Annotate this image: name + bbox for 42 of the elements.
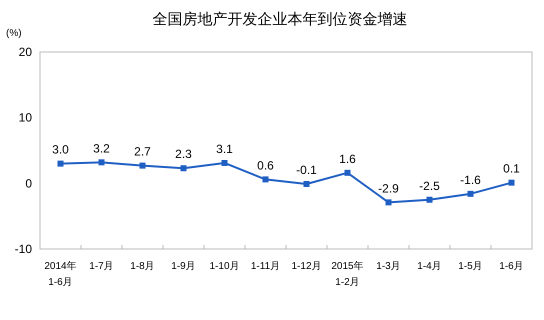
- point: [262, 176, 268, 182]
- x-tick-label: 1-4月: [417, 261, 442, 272]
- x-tick-label: 1-7月: [89, 261, 114, 272]
- x-tick-label: 1-8月: [130, 261, 155, 272]
- data-label: 0.1: [503, 162, 520, 176]
- data-label: 3.1: [216, 142, 234, 156]
- data-label: -2.9: [378, 181, 400, 196]
- point: [468, 190, 474, 197]
- y-tick-label: -10: [14, 242, 32, 256]
- point: [180, 165, 186, 172]
- x-tick-label: 1-5月: [458, 261, 483, 272]
- x-tick-label: 1-12月: [291, 261, 322, 272]
- x-tick-label: 1-6月: [499, 261, 524, 272]
- x-tick-label: 1-10月: [209, 261, 240, 272]
- x-tick-label: 1-11月: [250, 261, 280, 272]
- point: [98, 159, 104, 166]
- x-tick-label: 2014年 1-6月: [44, 260, 77, 288]
- x-tick-label: 1-3月: [376, 261, 401, 272]
- data-label: 2.7: [134, 144, 152, 159]
- point: [508, 180, 514, 186]
- chart-title: 全国房地产开发企业本年到位资金增速: [152, 11, 408, 28]
- point: [304, 180, 310, 187]
- point: [222, 160, 228, 166]
- data-label: -2.5: [419, 178, 440, 193]
- point: [386, 199, 392, 206]
- x-tick-label: 1-9月: [171, 261, 196, 272]
- data-label: 0.6: [257, 158, 274, 172]
- data-label: 2.3: [175, 147, 192, 162]
- y-axis-title: (%): [6, 28, 22, 39]
- point: [58, 160, 64, 167]
- data-label: -0.1: [296, 162, 318, 177]
- point: [140, 162, 146, 169]
- point: [344, 170, 350, 176]
- data-label: -1.6: [460, 172, 482, 187]
- y-tick-label: 0: [25, 176, 32, 190]
- data-label: 3.0: [52, 142, 70, 157]
- point: [426, 196, 432, 203]
- y-tick-label: 10: [18, 110, 32, 125]
- data-label: 1.6: [339, 152, 356, 166]
- x-tick-label: 2015年 1-2月: [331, 260, 364, 288]
- data-label: 3.2: [93, 141, 110, 156]
- y-tick-label: 20: [18, 45, 32, 59]
